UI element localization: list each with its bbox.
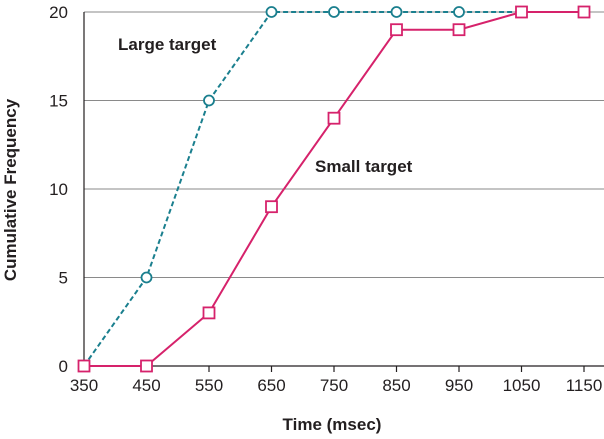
data-point-large-target (390, 6, 403, 18)
y-tick-label: 5 (59, 269, 68, 288)
series-label-large-target: Large target (118, 35, 217, 54)
series-label-small-target: Small target (315, 157, 413, 176)
y-tick-labels: 0 5 10 15 20 (49, 3, 68, 376)
x-axis-title: Time (msec) (283, 415, 382, 434)
data-point-large-target (328, 6, 340, 18)
y-tick-label: 15 (49, 92, 68, 111)
y-axis-title: Cumulative Frequency (1, 98, 20, 281)
x-tick-label: 850 (382, 376, 410, 395)
data-point-large-target (203, 94, 215, 107)
x-tick-label: 1050 (503, 376, 541, 395)
data-point-small-target (390, 23, 403, 37)
series (77, 5, 591, 373)
x-tick-label: 1150 (566, 376, 603, 395)
data-point-small-target (140, 359, 153, 373)
y-tick-label: 20 (49, 3, 68, 22)
x-tick-label: 350 (70, 376, 98, 395)
data-point-large-target (265, 6, 278, 18)
data-point-small-target (327, 111, 341, 125)
data-point-small-target (77, 359, 91, 373)
data-point-small-target (202, 306, 216, 320)
x-tick-label: 450 (132, 376, 160, 395)
data-point-small-target (577, 5, 591, 19)
x-tick-label: 950 (445, 376, 473, 395)
x-tick-label: 650 (257, 376, 285, 395)
series-small-target (77, 5, 591, 373)
data-point-small-target (265, 200, 278, 214)
data-point-large-target (453, 6, 465, 18)
x-tick-label: 550 (195, 376, 223, 395)
data-point-small-target (452, 23, 466, 37)
x-tick-labels: 350 450 550 650 750 850 950 1050 1150 (70, 376, 602, 395)
x-tick-label: 750 (320, 376, 348, 395)
y-tick-label: 10 (49, 180, 68, 199)
axes (83, 12, 604, 372)
data-point-large-target (140, 271, 153, 284)
y-tick-label: 0 (59, 357, 68, 376)
data-point-small-target (515, 5, 528, 19)
